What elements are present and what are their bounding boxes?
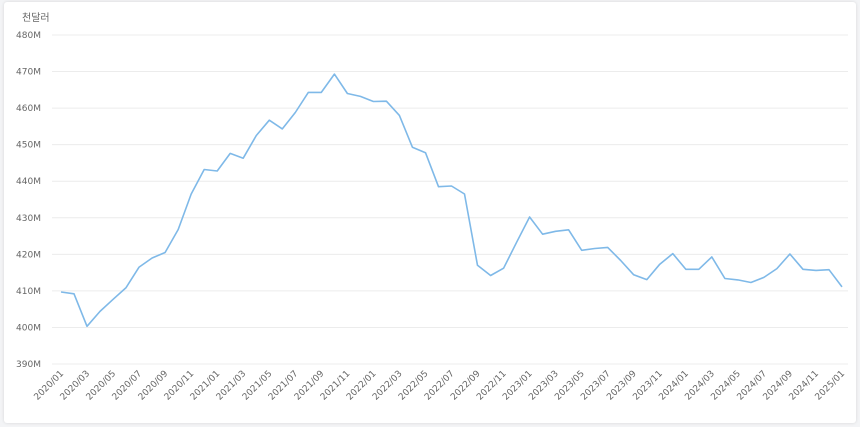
chart-card [4, 2, 856, 423]
data-point[interactable] [748, 279, 754, 285]
series-layer [58, 71, 845, 329]
data-point[interactable] [396, 112, 402, 118]
data-point[interactable] [370, 99, 376, 105]
data-point[interactable] [383, 98, 389, 104]
data-point[interactable] [605, 244, 611, 250]
data-point[interactable] [149, 255, 155, 261]
data-point[interactable] [214, 168, 220, 174]
data-point[interactable] [488, 273, 494, 279]
data-point[interactable] [97, 308, 103, 314]
y-tick-label: 440M [16, 177, 41, 187]
data-point[interactable] [774, 266, 780, 272]
data-point[interactable] [253, 133, 259, 139]
data-point[interactable] [136, 264, 142, 270]
data-point[interactable] [527, 214, 533, 220]
data-point[interactable] [240, 155, 246, 161]
data-point[interactable] [266, 117, 272, 123]
data-point[interactable] [227, 150, 233, 156]
y-tick-label: 480M [16, 31, 41, 41]
data-point[interactable] [188, 191, 194, 197]
data-point[interactable] [735, 277, 741, 283]
data-point[interactable] [761, 274, 767, 280]
data-point[interactable] [110, 296, 116, 302]
data-point[interactable] [592, 245, 598, 251]
data-point[interactable] [657, 261, 663, 267]
data-point[interactable] [123, 285, 129, 291]
data-point[interactable] [670, 251, 676, 257]
y-tick-label: 410M [16, 287, 41, 297]
data-point[interactable] [71, 291, 77, 297]
data-point[interactable] [787, 251, 793, 257]
data-point[interactable] [813, 267, 819, 273]
data-point[interactable] [553, 228, 559, 234]
y-tick-label: 400M [16, 323, 41, 333]
data-point[interactable] [279, 126, 285, 132]
y-axis: 390M 400M 410M 420M 430M 440M 450M 460M 470M 480M [16, 31, 41, 370]
data-point[interactable] [579, 247, 585, 253]
data-point[interactable] [514, 239, 520, 245]
grid-lines [52, 34, 848, 365]
data-point[interactable] [318, 89, 324, 95]
data-point[interactable] [162, 250, 168, 256]
data-point[interactable] [435, 184, 441, 190]
unit-label: 천달러 [22, 12, 50, 24]
y-tick-label: 420M [16, 250, 41, 260]
y-tick-label: 390M [16, 360, 41, 370]
data-point[interactable] [722, 275, 728, 281]
data-point[interactable] [696, 266, 702, 272]
data-point[interactable] [501, 265, 507, 271]
data-point[interactable] [422, 150, 428, 156]
data-point[interactable] [683, 266, 689, 272]
data-point[interactable] [540, 231, 546, 237]
data-point[interactable] [409, 144, 415, 150]
data-point[interactable] [449, 183, 455, 189]
data-point[interactable] [58, 289, 64, 295]
data-point[interactable] [175, 226, 181, 232]
data-point[interactable] [201, 167, 207, 173]
y-tick-label: 430M [16, 214, 41, 224]
data-point[interactable] [709, 254, 715, 260]
data-point[interactable] [644, 277, 650, 283]
y-tick-label: 470M [16, 68, 41, 78]
data-point[interactable] [475, 262, 481, 268]
data-point[interactable] [84, 323, 90, 329]
data-point[interactable] [462, 191, 468, 197]
series-line [60, 73, 843, 328]
data-point[interactable] [566, 227, 572, 233]
data-point[interactable] [800, 266, 806, 272]
y-tick-label: 450M [16, 141, 41, 151]
data-point[interactable] [357, 93, 363, 99]
data-point[interactable] [344, 90, 350, 96]
data-point[interactable] [618, 258, 624, 264]
data-point[interactable] [305, 89, 311, 95]
y-tick-label: 460M [16, 104, 41, 114]
x-axis: 2020/012020/032020/052020/072020/092020/… [33, 369, 848, 403]
data-point[interactable] [826, 267, 832, 273]
data-point[interactable] [331, 71, 337, 77]
data-point[interactable] [839, 284, 845, 290]
data-point[interactable] [631, 272, 637, 278]
data-point[interactable] [292, 109, 298, 115]
